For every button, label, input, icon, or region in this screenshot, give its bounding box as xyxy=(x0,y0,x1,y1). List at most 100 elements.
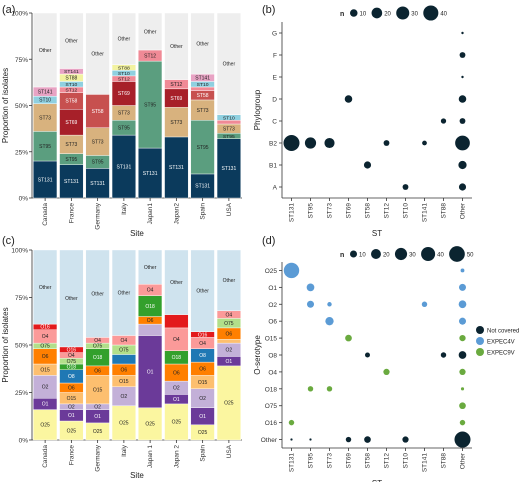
segment-label: Other xyxy=(91,51,104,57)
segment-label: ST131 xyxy=(143,171,158,177)
segment-label: ST10 xyxy=(223,115,235,121)
x-tick-label: Japan2 xyxy=(173,203,180,225)
x-tick-label: Japan 2 xyxy=(173,445,180,469)
segment-label: ST58 xyxy=(65,99,77,105)
segment-label: O1 xyxy=(199,414,206,420)
size-legend-label: 10 xyxy=(360,12,367,18)
bubble-point xyxy=(309,438,312,441)
bubble-point xyxy=(461,75,464,79)
x-tick-label: ST12 xyxy=(384,203,391,219)
segment-label: ST58 xyxy=(92,109,104,115)
segment-label: Other xyxy=(144,265,157,271)
segment-label: ST10 xyxy=(197,82,209,88)
segment-label: ST131 xyxy=(169,165,184,171)
bar-segment xyxy=(164,12,189,80)
bubble-point xyxy=(459,334,466,342)
x-axis-label: Site xyxy=(130,471,144,480)
panel-a-stacked-bar-chart: 0% 25% 50% 75% 100% Proportion of isolates Sit… xyxy=(1,11,242,238)
segment-label: O2 xyxy=(42,385,49,391)
x-axis-label: ST xyxy=(372,229,382,238)
bubble-point xyxy=(421,301,428,307)
bubble-point xyxy=(459,52,466,58)
y-tick-label: C xyxy=(272,119,277,126)
panel-label-d: (d) xyxy=(262,235,275,247)
bubble-point xyxy=(459,402,466,410)
bubble-point xyxy=(440,118,447,124)
segment-label: ST10 xyxy=(39,98,51,104)
segment-label: ST131 xyxy=(117,164,132,170)
bubble-point xyxy=(364,436,371,443)
y-axis-label: Phylogroup xyxy=(253,89,262,130)
segment-label: O4 xyxy=(226,312,233,318)
segment-label: O25 xyxy=(93,429,103,435)
x-axis-label: Site xyxy=(130,229,144,238)
segment-label: O75 xyxy=(224,321,234,327)
segment-label: O25 xyxy=(145,422,155,428)
bar-segment xyxy=(164,314,189,329)
bubble-point xyxy=(458,283,467,291)
segment-label: Other xyxy=(39,48,52,54)
y-tick-label: 25% xyxy=(15,149,28,156)
segment-label: ST131 xyxy=(90,181,105,187)
bubble-point xyxy=(459,368,466,376)
size-legend-title: n xyxy=(340,252,344,259)
bubble-point xyxy=(283,135,300,151)
segment-label: ST12 xyxy=(170,82,182,88)
segment-label: O4 xyxy=(173,337,180,343)
segment-label: ST95 xyxy=(92,160,104,166)
color-legend-swatch xyxy=(476,326,484,334)
bubble-point xyxy=(461,31,464,35)
bubble-point xyxy=(290,438,293,441)
size-legend-label: 40 xyxy=(440,12,447,18)
segment-label: ST141 xyxy=(38,89,53,95)
segment-label: O2 xyxy=(68,405,75,411)
x-tick-label: Spain xyxy=(200,203,207,220)
bubble-point xyxy=(458,160,467,170)
y-tick-label: O6 xyxy=(268,319,277,326)
bubble-point xyxy=(440,352,447,358)
segment-label: ST95 xyxy=(39,144,51,150)
x-tick-label: Japan1 xyxy=(147,203,154,225)
bar-segment xyxy=(59,249,84,348)
color-legend-label: Not covered xyxy=(487,329,519,335)
size-legend-swatch xyxy=(371,249,381,259)
segment-label: O16 xyxy=(198,332,208,338)
segment-label: O2 xyxy=(226,348,233,354)
x-tick-label: ST69 xyxy=(346,453,353,469)
segment-label: Other xyxy=(144,29,157,35)
size-legend-label: 30 xyxy=(409,253,416,259)
segment-label: O1 xyxy=(226,359,233,365)
bubble-point xyxy=(460,268,465,273)
y-tick-label: F xyxy=(273,53,277,60)
bar-segment xyxy=(190,12,215,75)
y-tick-label: O16 xyxy=(265,420,278,427)
bar-segment xyxy=(111,249,136,336)
segment-label: ST131 xyxy=(222,166,237,172)
segment-label: O75 xyxy=(119,348,129,354)
bubble-point xyxy=(288,419,295,426)
segment-label: ST12 xyxy=(118,76,130,82)
y-tick-label: 75% xyxy=(15,57,28,64)
segment-label: Other xyxy=(196,41,209,47)
bubble-point xyxy=(454,431,471,448)
x-tick-label: ST88 xyxy=(441,203,448,219)
segment-label: ST73 xyxy=(170,120,182,126)
segment-label: ST95 xyxy=(144,102,156,108)
segment-label: O15 xyxy=(119,379,129,385)
segment-label: ST73 xyxy=(118,111,130,117)
x-tick-label: ST73 xyxy=(327,453,334,469)
size-legend-label: 40 xyxy=(437,253,444,259)
bubble-point xyxy=(458,300,467,309)
size-legend-label: 50 xyxy=(467,253,474,259)
segment-label: O25 xyxy=(224,401,234,407)
y-tick-label: O18 xyxy=(265,386,278,393)
segment-label: ST95 xyxy=(118,125,130,131)
y-tick-label: 75% xyxy=(15,295,28,302)
bubble-point xyxy=(327,302,332,307)
bar-segment xyxy=(138,323,163,336)
segment-label: O25 xyxy=(67,428,77,434)
segment-label: ST141 xyxy=(195,76,210,82)
y-tick-label: O1 xyxy=(268,285,277,292)
segment-label: Other xyxy=(170,44,183,50)
